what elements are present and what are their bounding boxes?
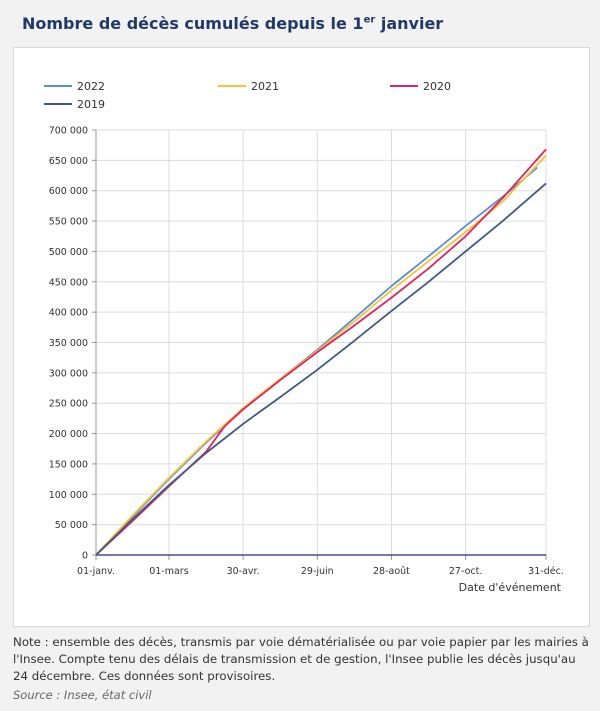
legend-label-2020[interactable]: 2020 — [423, 80, 451, 93]
y-tick-label: 400 000 — [49, 308, 88, 319]
y-tick-label: 300 000 — [49, 368, 88, 379]
x-axis-label: Date d'événement — [459, 581, 562, 594]
y-tick-label: 500 000 — [49, 247, 88, 258]
legend-label-2022[interactable]: 2022 — [77, 80, 105, 93]
series-line-2022 — [95, 166, 538, 556]
x-tick-label: 27-oct. — [449, 566, 482, 577]
series-lines — [95, 148, 547, 556]
series-line-2019 — [95, 182, 547, 556]
y-tick-label: 550 000 — [49, 217, 88, 228]
legend-label-2021[interactable]: 2021 — [251, 80, 279, 93]
x-tick-label: 29-juin — [301, 566, 334, 577]
y-tick-label: 650 000 — [49, 156, 88, 167]
y-tick-label: 200 000 — [49, 429, 88, 440]
legend-label-2019[interactable]: 2019 — [77, 98, 105, 111]
y-tick-label: 150 000 — [49, 459, 88, 470]
chart-panel: 2022 2021 2020 2019 0 50 000 100 000 150 000 20… — [13, 47, 590, 627]
y-tick-label: 600 000 — [49, 186, 88, 197]
y-tick-label: 700 000 — [49, 126, 88, 137]
chart-legend: 2022 2021 2020 2019 — [44, 80, 451, 111]
x-tick-label: 28-août — [373, 566, 410, 577]
chart-grid — [96, 129, 547, 555]
x-axis: 01-janv. 01-mars 30-avr. 29-juin 28-août 27-o… — [77, 554, 564, 577]
footnote: Note : ensemble des décès, transmis par … — [13, 635, 589, 683]
line-chart: 2022 2021 2020 2019 0 50 000 100 000 150 000 20… — [44, 80, 564, 594]
series-line-2021 — [95, 154, 547, 556]
y-tick-label: 0 — [82, 551, 88, 562]
y-tick-label: 50 000 — [55, 520, 88, 531]
source-note: Source : Insee, état civil — [13, 688, 152, 702]
x-tick-label: 01-mars — [149, 566, 188, 577]
y-tick-label: 350 000 — [49, 338, 88, 349]
chart-title: Nombre de décès cumulés depuis le 1er ja… — [22, 14, 444, 33]
y-tick-label: 250 000 — [49, 399, 88, 410]
y-axis: 0 50 000 100 000 150 000 200 000 250 000 300 0… — [49, 126, 97, 562]
x-tick-label: 31-déc. — [528, 566, 564, 577]
y-tick-label: 100 000 — [49, 490, 88, 501]
y-tick-label: 450 000 — [49, 277, 88, 288]
x-tick-label: 01-janv. — [77, 566, 115, 577]
x-tick-label: 30-avr. — [227, 566, 260, 577]
